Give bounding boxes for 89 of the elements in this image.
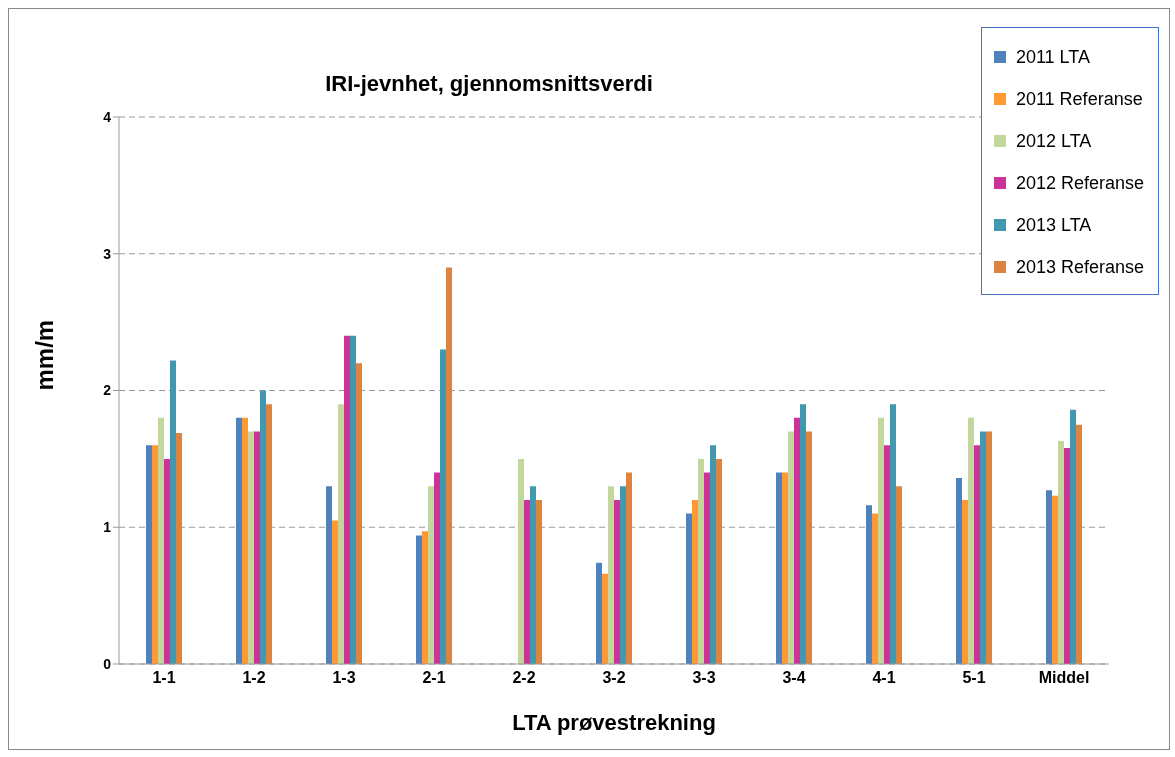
legend-label: 2013 LTA [1014, 213, 1093, 237]
bar [884, 445, 890, 664]
bar [446, 267, 452, 664]
bar [800, 404, 806, 664]
bar [608, 486, 614, 664]
y-axis-title: mm/m [30, 319, 58, 391]
bar [1076, 424, 1082, 664]
bar [596, 562, 602, 664]
chart-title: IRI-jevnhet, gjennomsnittsverdi [324, 71, 654, 97]
bar [236, 417, 242, 664]
legend-label: 2011 LTA [1014, 45, 1091, 69]
bar [332, 520, 338, 664]
legend-label: 2011 Referanse [1014, 87, 1144, 111]
x-tick-label: Middel [1038, 669, 1090, 687]
bar [440, 349, 446, 664]
bar [962, 499, 968, 664]
y-tick-label: 3 [103, 245, 112, 262]
bar [620, 486, 626, 664]
bar [602, 573, 608, 664]
bar [518, 458, 524, 664]
bar [338, 404, 344, 664]
bar [326, 486, 332, 664]
bar [686, 513, 692, 664]
bar [878, 417, 884, 664]
bar [356, 363, 362, 664]
bar [428, 486, 434, 664]
bar [530, 486, 536, 664]
x-tick-label: 4-1 [872, 669, 896, 687]
bar [170, 360, 176, 664]
bar [968, 417, 974, 664]
x-tick-label: 3-4 [782, 669, 806, 687]
bar [866, 505, 872, 664]
bar [710, 445, 716, 664]
y-tick-label: 2 [103, 382, 112, 399]
y-tick-label: 1 [103, 519, 112, 536]
bar [890, 404, 896, 664]
bar [704, 472, 710, 664]
bar [146, 445, 152, 664]
bar [176, 432, 182, 664]
x-tick-label: 1-3 [332, 669, 356, 687]
bar [716, 458, 722, 664]
bar [254, 431, 260, 664]
x-tick-label: 2-2 [512, 669, 536, 687]
bar [782, 472, 788, 664]
bar [776, 472, 782, 664]
bar [806, 431, 812, 664]
bar [416, 535, 422, 664]
bar [896, 486, 902, 664]
bar [1064, 447, 1070, 664]
bar [242, 417, 248, 664]
bar [536, 499, 542, 664]
legend-label: 2012 LTA [1014, 129, 1093, 153]
bar [1046, 490, 1052, 664]
bar [164, 458, 170, 664]
bar [956, 478, 962, 664]
legend-label: 2012 Referanse [1014, 171, 1144, 195]
y-tick-label: 0 [103, 655, 112, 672]
bar [422, 531, 428, 664]
bar [692, 499, 698, 664]
bar [614, 499, 620, 664]
x-tick-label: 3-3 [692, 669, 716, 687]
bar [266, 404, 272, 664]
x-axis-title: LTA prøvestrekning [512, 710, 716, 735]
bar [158, 417, 164, 664]
bar [698, 458, 704, 664]
bar [626, 472, 632, 664]
bar [1052, 495, 1058, 664]
bar [1058, 441, 1064, 664]
x-tick-label: 2-1 [422, 669, 446, 687]
bar [344, 335, 350, 664]
bar [980, 431, 986, 664]
bar [434, 472, 440, 664]
x-tick-label: 3-2 [602, 669, 626, 687]
bar [260, 390, 266, 664]
bar [788, 431, 794, 664]
bar [350, 335, 356, 664]
bar [986, 431, 992, 664]
bar [794, 417, 800, 664]
bar [524, 499, 530, 664]
bar [872, 513, 878, 664]
x-tick-label: 5-1 [962, 669, 986, 687]
bar [1070, 409, 1076, 664]
y-tick-label: 4 [103, 108, 112, 125]
bar [152, 445, 158, 664]
bar [974, 445, 980, 664]
bar [248, 431, 254, 664]
x-tick-label: 1-2 [242, 669, 266, 687]
legend-label: 2013 Referanse [1014, 255, 1144, 279]
x-tick-label: 1-1 [152, 669, 176, 687]
